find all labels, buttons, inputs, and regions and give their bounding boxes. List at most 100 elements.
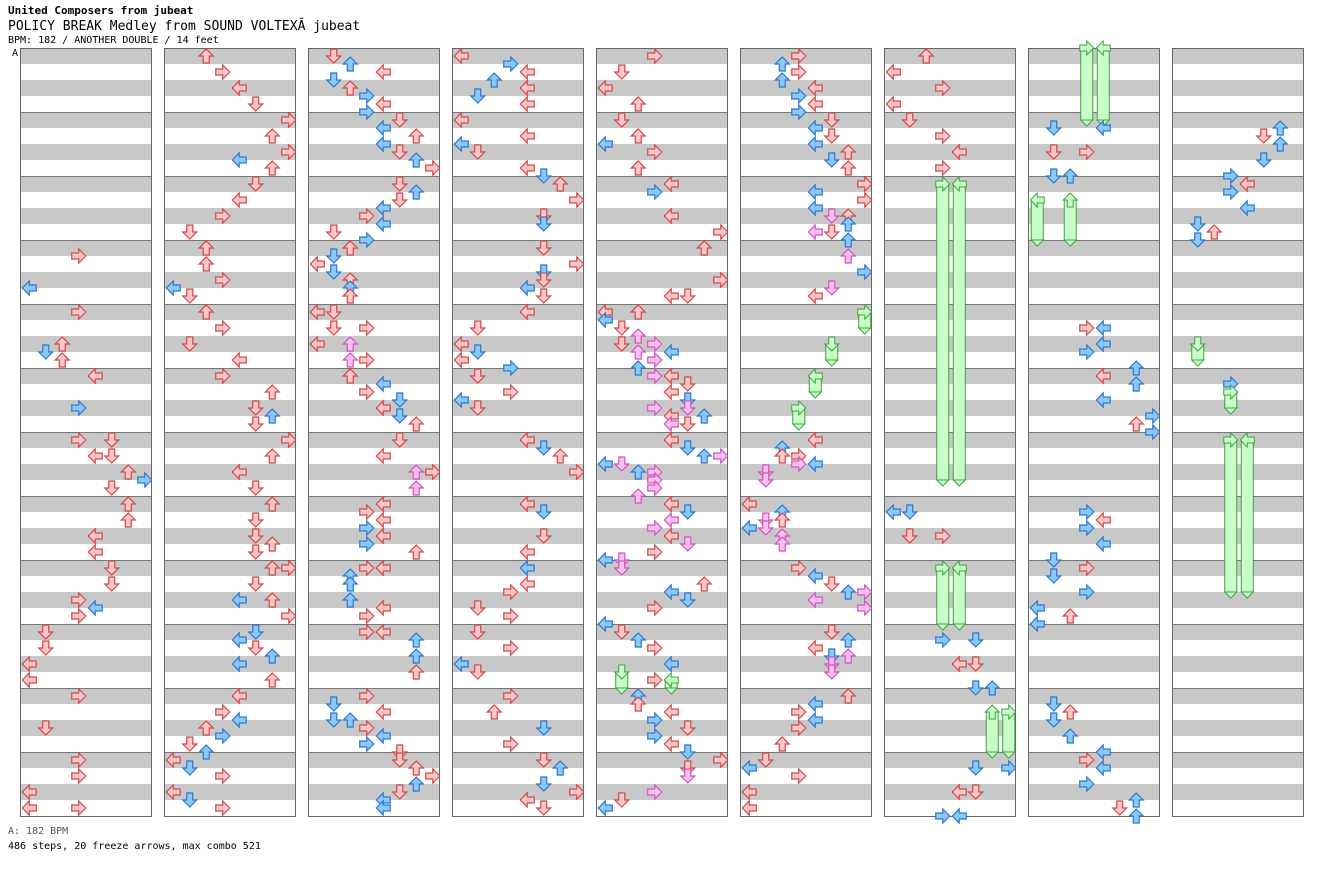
step-arrow-right xyxy=(713,223,729,241)
step-arrow-left xyxy=(87,527,103,545)
staff-column-border xyxy=(308,48,440,817)
step-arrow-up xyxy=(341,336,359,352)
step-arrow-right xyxy=(359,207,375,225)
beat-band xyxy=(1028,464,1160,480)
step-arrow-left xyxy=(1029,615,1045,633)
step-arrow-left xyxy=(663,343,679,361)
step-arrow-left xyxy=(807,199,823,217)
beat-band xyxy=(884,272,1016,288)
step-arrow-left xyxy=(453,351,469,369)
step-arrow-left xyxy=(663,703,679,721)
step-arrow-left xyxy=(663,207,679,225)
step-arrow-up xyxy=(1127,792,1145,808)
step-arrow-left xyxy=(663,175,679,193)
step-arrow-down xyxy=(1111,800,1129,816)
step-arrow-left xyxy=(807,95,823,113)
freeze-arrow-head xyxy=(1062,192,1079,208)
step-arrow-left xyxy=(807,119,823,137)
beat-band xyxy=(884,624,1016,640)
step-arrow-right xyxy=(791,103,807,121)
step-arrow-up xyxy=(263,448,281,464)
beat-band xyxy=(452,784,584,800)
step-arrow-right xyxy=(71,431,87,449)
step-arrow-right xyxy=(647,183,663,201)
beat-band xyxy=(1172,272,1304,288)
freeze-arrow-tail xyxy=(935,623,950,631)
step-arrow-up xyxy=(263,160,281,176)
step-arrow-left xyxy=(519,791,535,809)
step-arrow-up xyxy=(263,496,281,512)
step-arrow-down xyxy=(469,664,487,680)
step-arrow-right xyxy=(647,351,663,369)
footer-stats: 486 steps, 20 freeze arrows, max combo 5… xyxy=(8,841,261,852)
step-arrow-down xyxy=(37,720,55,736)
step-arrow-right xyxy=(215,319,231,337)
step-arrow-up xyxy=(341,240,359,256)
beat-band xyxy=(1028,208,1160,224)
step-arrow-left xyxy=(663,735,679,753)
beat-band xyxy=(740,688,872,704)
step-arrow-left xyxy=(1095,511,1111,529)
freeze-arrow-head xyxy=(984,704,1001,720)
step-arrow-up xyxy=(839,144,857,160)
step-arrow-left xyxy=(807,183,823,201)
beat-band xyxy=(1028,176,1160,192)
step-arrow-down xyxy=(469,624,487,640)
beat-band xyxy=(1028,112,1160,128)
step-arrow-down xyxy=(247,640,265,656)
freeze-arrow-tail xyxy=(1079,119,1094,127)
beat-band xyxy=(452,272,584,288)
step-arrow-right xyxy=(215,271,231,289)
step-arrow-up xyxy=(407,128,425,144)
step-arrow-up xyxy=(839,232,857,248)
step-arrow-left xyxy=(663,655,679,673)
step-arrow-right xyxy=(359,623,375,641)
step-arrow-right xyxy=(503,687,519,705)
step-arrow-right xyxy=(71,751,87,769)
step-arrow-left xyxy=(663,495,679,513)
step-arrow-right xyxy=(425,463,441,481)
chart-title: POLICY BREAK Medley from SOUND VOLTEXĂ j… xyxy=(8,19,361,34)
step-arrow-left xyxy=(519,127,535,145)
beat-band xyxy=(20,48,152,64)
step-arrow-down xyxy=(469,400,487,416)
beat-band xyxy=(164,720,296,736)
step-arrow-up xyxy=(263,648,281,664)
step-arrow-left xyxy=(231,151,247,169)
freeze-arrow-head xyxy=(823,336,840,352)
step-arrow-up xyxy=(839,648,857,664)
step-arrow-left xyxy=(885,95,901,113)
step-arrow-right xyxy=(1079,775,1095,793)
step-arrow-right xyxy=(359,503,375,521)
step-arrow-up xyxy=(629,632,647,648)
step-arrow-up xyxy=(695,576,713,592)
beat-band xyxy=(452,304,584,320)
beat-band xyxy=(884,656,1016,672)
step-arrow-right xyxy=(503,383,519,401)
step-arrow-right xyxy=(281,607,297,625)
step-arrow-down xyxy=(823,112,841,128)
step-arrow-up xyxy=(839,160,857,176)
step-arrow-up xyxy=(197,48,215,64)
step-arrow-up xyxy=(983,680,1001,696)
step-arrow-right xyxy=(215,799,231,817)
beat-band xyxy=(1172,592,1304,608)
step-arrow-up xyxy=(263,592,281,608)
step-arrow-up xyxy=(1271,120,1289,136)
step-arrow-up xyxy=(629,696,647,712)
beat-band xyxy=(164,560,296,576)
step-arrow-right xyxy=(647,711,663,729)
step-arrow-left xyxy=(951,655,967,673)
step-arrow-up xyxy=(695,408,713,424)
step-arrow-left xyxy=(807,79,823,97)
step-arrow-up xyxy=(773,512,791,528)
step-arrow-up xyxy=(119,464,137,480)
beat-band xyxy=(884,48,1016,64)
beat-band xyxy=(20,656,152,672)
step-arrow-up xyxy=(695,240,713,256)
beat-band xyxy=(1172,144,1304,160)
step-arrow-down xyxy=(679,440,697,456)
step-arrow-right xyxy=(647,727,663,745)
step-arrow-left xyxy=(1239,175,1255,193)
beat-band xyxy=(20,720,152,736)
